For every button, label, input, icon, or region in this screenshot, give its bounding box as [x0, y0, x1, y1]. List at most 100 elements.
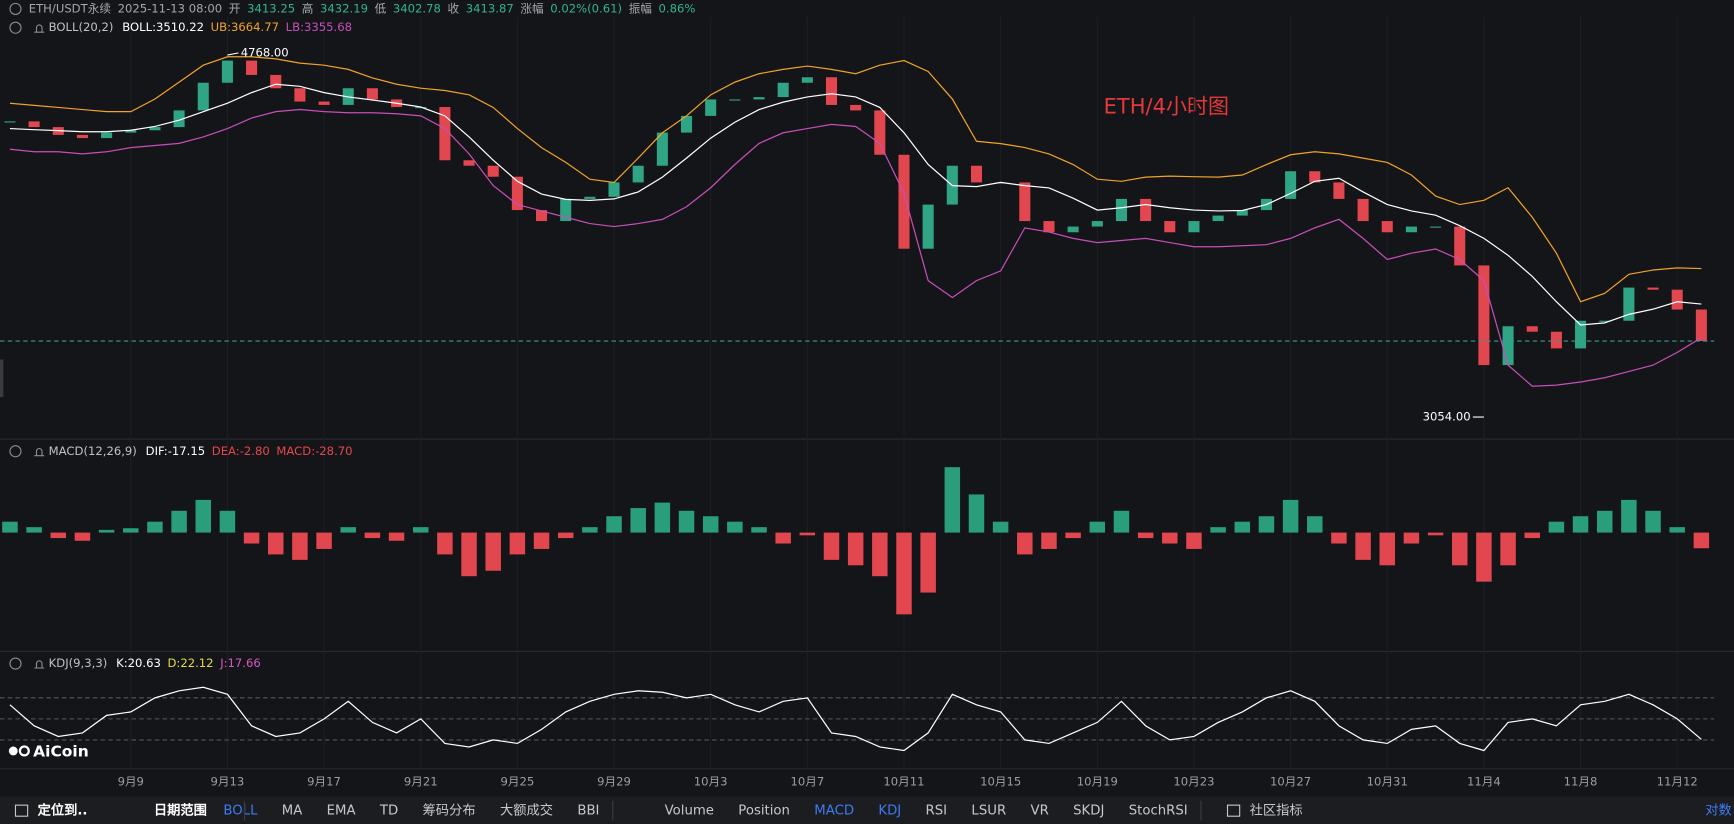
bell-icon[interactable] — [34, 660, 45, 669]
histogram-bar — [1669, 527, 1685, 533]
candle — [632, 165, 644, 183]
toolbar-item[interactable]: 社区指标 — [1250, 803, 1303, 819]
toolbar-item[interactable]: 对数 — [1705, 803, 1732, 819]
toolbar-item[interactable]: BOLL — [223, 804, 258, 819]
histogram-bar — [557, 532, 574, 539]
toolbar-item[interactable]: 大额成交 — [500, 802, 553, 819]
candle — [318, 101, 330, 105]
header-field: 高 — [302, 1, 314, 15]
candle — [221, 60, 233, 83]
candle — [656, 132, 668, 166]
candle — [1333, 182, 1345, 199]
histogram-bar — [1137, 532, 1154, 539]
toolbar-item[interactable]: LSUR — [971, 804, 1006, 819]
histogram-bar — [1596, 510, 1613, 533]
histogram-bar — [847, 532, 864, 566]
toolbar-item[interactable]: TD — [379, 804, 398, 819]
candle — [874, 110, 886, 155]
histogram-bar — [123, 528, 139, 533]
toolbar-item[interactable]: SKDJ — [1073, 804, 1104, 819]
candle — [1405, 226, 1417, 233]
header-field: 开 — [229, 1, 241, 15]
candle — [1502, 326, 1514, 366]
toolbar-item[interactable]: RSI — [926, 804, 948, 819]
histogram-bar — [1403, 532, 1420, 544]
toolbar-item[interactable]: KDJ — [878, 804, 901, 819]
x-tick-label: 10月23 — [1173, 774, 1214, 788]
x-tick-label: 11月8 — [1564, 774, 1598, 788]
histogram-bar — [340, 527, 356, 533]
candle — [1309, 171, 1321, 183]
candle — [246, 60, 258, 75]
chart-title: ETH/4小时图 — [1104, 93, 1229, 118]
candle — [1550, 331, 1562, 349]
candle — [1067, 226, 1079, 233]
histogram-bar — [992, 521, 1009, 533]
annotation-label: 4768.00 — [241, 45, 289, 59]
histogram-bar — [1282, 499, 1299, 533]
collapse-icon[interactable] — [9, 445, 22, 458]
header-field: 0.02%(0.61) — [550, 1, 622, 15]
histogram-bar — [1089, 521, 1106, 533]
bell-icon[interactable] — [34, 24, 45, 33]
collapse-icon[interactable] — [9, 2, 22, 15]
x-tick-label: 10月19 — [1077, 774, 1118, 788]
indicator-name: MACD(12,26,9) — [49, 444, 137, 458]
logo-icon — [8, 745, 30, 757]
histogram-bar — [1258, 516, 1275, 533]
toolbar-item[interactable]: EMA — [327, 804, 356, 819]
legend-entry: D:22.12 — [167, 656, 213, 670]
histogram-bar — [1621, 499, 1637, 533]
scroll-handle[interactable] — [0, 359, 4, 398]
x-tick-label: 10月31 — [1367, 774, 1408, 788]
toolbar-item[interactable]: MACD — [814, 804, 854, 819]
toolbar-item[interactable]: BBI — [577, 804, 599, 819]
pane-icons — [9, 2, 45, 670]
histogram-bar — [1452, 532, 1468, 566]
toolbar-item[interactable]: Volume — [665, 804, 714, 819]
histogram-bar — [1500, 532, 1516, 566]
histogram-bar — [1572, 516, 1589, 533]
candle — [536, 210, 548, 222]
toolbar-item[interactable]: MA — [282, 804, 303, 819]
candle — [1647, 287, 1659, 290]
histogram-bar — [920, 532, 936, 593]
histogram-bar — [1162, 532, 1178, 544]
toolbar-icon — [1226, 804, 1241, 817]
toolbar-item[interactable]: 定位到.. — [38, 802, 88, 819]
histogram-bar — [872, 532, 888, 577]
histogram-bar — [702, 516, 719, 533]
toolbar-item[interactable]: 日期范围 — [154, 802, 207, 819]
histogram-bar — [968, 494, 985, 533]
histogram-bar — [364, 532, 381, 539]
candle — [463, 160, 475, 166]
histogram-bar — [1645, 510, 1661, 533]
series-line — [9, 686, 1702, 752]
candle — [173, 110, 185, 128]
header-field: 3402.78 — [393, 1, 441, 15]
toolbar-item[interactable]: StochRSI — [1129, 804, 1188, 819]
toolbar-item[interactable]: VR — [1031, 804, 1049, 819]
header-field: 0.86% — [659, 1, 696, 15]
candle — [1091, 221, 1103, 227]
candle — [1285, 171, 1297, 199]
candle — [898, 154, 910, 249]
collapse-icon[interactable] — [9, 21, 22, 34]
histogram-bar — [944, 467, 961, 533]
histogram-bar — [751, 527, 767, 533]
histogram-bar — [1524, 532, 1540, 539]
histogram-bar — [1427, 532, 1444, 536]
candle — [825, 77, 838, 105]
candle — [680, 115, 693, 133]
toolbar — [0, 796, 1734, 824]
candle — [125, 130, 137, 133]
candle — [439, 107, 451, 161]
bell-icon[interactable] — [34, 448, 45, 457]
x-tick-label: 10月7 — [790, 774, 824, 788]
toolbar-item[interactable]: Position — [738, 804, 790, 819]
header-field: 涨幅 — [520, 1, 544, 15]
toolbar-item[interactable]: 筹码分布 — [423, 802, 476, 819]
collapse-icon[interactable] — [9, 657, 22, 670]
